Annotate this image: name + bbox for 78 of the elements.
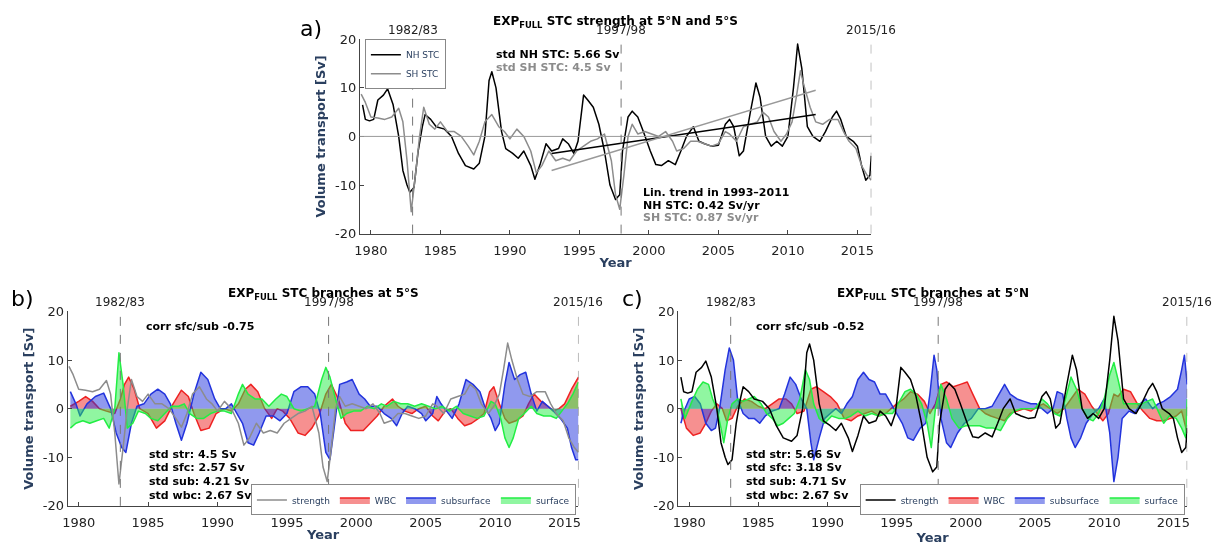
legend-label: surface (1144, 495, 1179, 506)
y-tick-label: 20 (657, 304, 675, 320)
y-tick-label: 0 (666, 401, 675, 417)
x-tick-label: 1995 (562, 243, 596, 259)
annotation: std sfc: 3.18 Sv (746, 461, 843, 474)
y-tick-label: -10 (334, 177, 357, 193)
x-tick-label: 2015 (548, 515, 582, 531)
legend-label: strength (291, 495, 330, 506)
y-tick-label: 0 (55, 401, 64, 417)
annotation: SH STC: 0.87 Sv/yr (643, 211, 759, 224)
annotation: 1982/83 (706, 295, 756, 309)
y-tick-label: 10 (47, 352, 64, 368)
x-tick-label: 1990 (493, 243, 527, 259)
legend-label: SH STC (405, 69, 439, 80)
annotation: std sfc: 2.57 Sv (149, 461, 246, 474)
x-tick-label: 1980 (672, 515, 706, 531)
annotation: 2015/16 (1162, 295, 1212, 309)
y-tick-label: 20 (47, 304, 64, 320)
x-tick-label: 2010 (771, 243, 805, 259)
annotation: std wbc: 2.67 Sv (746, 489, 850, 502)
x-tick-label: 1985 (741, 515, 775, 531)
x-tick-label: 2005 (1018, 515, 1052, 531)
annotation: Lin. trend in 1993–2011 (643, 186, 790, 199)
x-tick-label: 1985 (423, 243, 457, 259)
y-tick-label: -10 (42, 449, 64, 465)
x-tick-label: 2000 (632, 243, 666, 259)
y-tick-label: 20 (339, 31, 357, 47)
legend-label: strength (900, 495, 939, 506)
annotation: std sub: 4.71 Sv (746, 475, 847, 488)
y-tick-label: -20 (42, 498, 64, 514)
x-tick-label: 2000 (949, 515, 983, 531)
x-tick-label: 2010 (1087, 515, 1121, 531)
x-tick-label: 1980 (62, 515, 96, 531)
x-tick-label: 2015 (1156, 515, 1190, 531)
legend-label: subsurface (441, 495, 491, 506)
y-tick-label: 10 (657, 352, 675, 368)
x-axis-title: Year (305, 527, 340, 543)
annotation: std SH STC: 4.5 Sv (496, 61, 612, 74)
annotation: 2015/16 (846, 23, 896, 37)
x-tick-label: 1980 (354, 243, 388, 259)
annotation: std sub: 4.21 Sv (149, 475, 250, 488)
legend-label: subsurface (1049, 495, 1100, 506)
y-tick-label: -20 (653, 498, 675, 514)
annotation: std str: 4.5 Sv (149, 448, 238, 461)
x-tick-label: 1990 (200, 515, 235, 531)
y-tick-label: 0 (347, 128, 357, 144)
legend-label: WBC (983, 495, 1005, 506)
annotation: 2015/16 (553, 295, 603, 309)
legend-label: surface (535, 495, 570, 506)
annotation: NH STC: 0.42 Sv/yr (643, 199, 761, 212)
y-tick-label: -10 (653, 449, 675, 465)
text: b) (11, 286, 34, 311)
annotation: 1982/83 (388, 23, 438, 37)
x-tick-label: 2000 (339, 515, 373, 531)
x-tick-label: 2015 (840, 243, 874, 259)
x-axis-title: Year (915, 530, 950, 546)
x-tick-label: 2005 (409, 515, 443, 531)
x-tick-label: 1990 (810, 515, 845, 531)
text: a) (300, 16, 323, 41)
x-tick-label: 2005 (701, 243, 735, 259)
annotation: std wbc: 2.67 Sv (149, 489, 253, 502)
y-axis-title: Volume transport [Sv] (312, 55, 328, 218)
legend-label: WBC (374, 495, 397, 506)
x-tick-label: 1995 (880, 515, 914, 531)
legend-label: NH STC (405, 50, 440, 61)
annotation: corr sfc/sub -0.75 (146, 320, 255, 333)
annotation: std NH STC: 5.66 Sv (496, 48, 621, 61)
x-tick-label: 2010 (478, 515, 512, 531)
text: c) (622, 286, 643, 311)
y-axis-title: Volume transport [Sv] (631, 327, 647, 490)
annotation: corr sfc/sub -0.52 (756, 320, 865, 333)
y-tick-label: 10 (339, 80, 357, 96)
x-tick-label: 1995 (270, 515, 304, 531)
y-tick-label: -20 (334, 226, 357, 242)
x-axis-title: Year (598, 254, 633, 270)
x-tick-label: 1985 (131, 515, 165, 531)
annotation: 1982/83 (95, 295, 145, 309)
y-axis-title: Volume transport [Sv] (20, 327, 36, 490)
